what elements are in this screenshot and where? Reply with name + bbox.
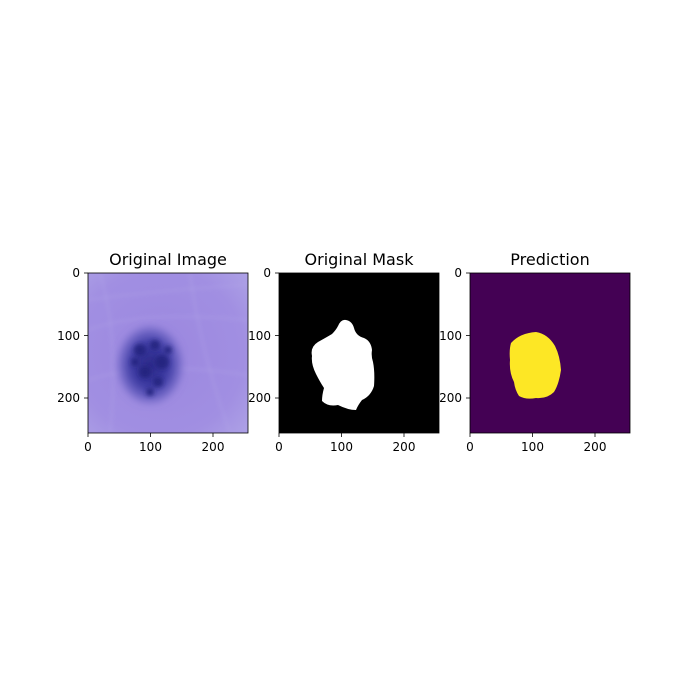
x-tick-label: 200 (393, 440, 416, 454)
dermoscopic-image (88, 273, 248, 433)
y-tick-label: 0 (72, 266, 80, 280)
y-tick-label: 100 (57, 329, 80, 343)
x-tick-label: 100 (139, 440, 162, 454)
x-tick-label: 100 (521, 440, 544, 454)
x-tick-label: 0 (466, 440, 474, 454)
x-tick-label: 100 (330, 440, 353, 454)
panel-original-mask: Original Mask 0 100 200 0 100 200 (248, 250, 440, 454)
panel-prediction: Prediction 0 100 200 0 100 200 (439, 250, 631, 454)
y-tick-label: 200 (57, 391, 80, 405)
panel-title: Original Mask (305, 250, 415, 269)
y-tick-label: 100 (439, 329, 462, 343)
mask-lesion (311, 319, 375, 410)
y-tick-label: 100 (248, 329, 271, 343)
panel-title: Original Image (109, 250, 227, 269)
x-tick-label: 0 (84, 440, 92, 454)
y-tick-label: 200 (248, 391, 271, 405)
y-tick-label: 0 (263, 266, 271, 280)
panel-original-image: Original Image (57, 250, 249, 454)
x-tick-label: 200 (584, 440, 607, 454)
prediction-lesion (509, 332, 561, 399)
y-tick-label: 0 (454, 266, 462, 280)
y-tick-label: 200 (439, 391, 462, 405)
x-tick-label: 200 (202, 440, 225, 454)
x-tick-label: 0 (275, 440, 283, 454)
panel-title: Prediction (510, 250, 589, 269)
